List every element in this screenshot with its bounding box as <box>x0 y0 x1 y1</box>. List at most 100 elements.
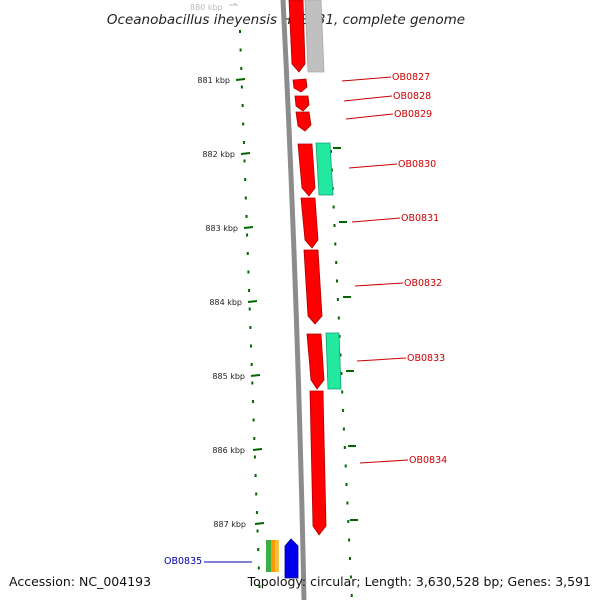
guide-dot <box>246 233 249 237</box>
ruler-label: 882 kbp <box>202 150 235 159</box>
guide-dot <box>342 409 345 412</box>
guide-dot <box>349 575 352 579</box>
guide-dot <box>334 242 337 246</box>
ruler-tick-883: 883 kbp <box>205 224 254 233</box>
guide-dot <box>342 427 345 431</box>
guide-dot <box>255 492 258 496</box>
gene-label[interactable]: OB0830 <box>398 159 436 170</box>
guide-dot <box>240 85 243 89</box>
guide-dot <box>252 418 255 422</box>
gene-OB0834[interactable] <box>309 390 327 536</box>
guide-dot <box>257 566 260 570</box>
gene-label[interactable]: OB0827 <box>392 72 430 83</box>
guide-dot <box>249 326 252 329</box>
guide-dot <box>333 224 336 227</box>
guide-dot <box>332 205 335 209</box>
topology-text: Topology: circular; Length: 3,630,528 bp… <box>247 574 591 589</box>
leader-OB0829 <box>345 113 394 120</box>
guide-dot <box>241 104 244 107</box>
gene-label[interactable]: OB0834 <box>409 455 447 466</box>
guide-dot <box>256 529 259 533</box>
gene-OB0831[interactable] <box>300 197 319 249</box>
gene-OB0835-blue[interactable] <box>284 538 299 579</box>
guide-dot <box>257 548 260 551</box>
gene-OB0829[interactable] <box>295 111 312 132</box>
leader-OB0833 <box>356 357 407 362</box>
guide-dot <box>336 298 339 301</box>
guide-dot <box>335 261 338 264</box>
ruler-label: 886 kbp <box>212 446 245 455</box>
gene-label[interactable]: OB0832 <box>404 278 442 289</box>
guide-dot <box>255 511 258 514</box>
leader-OB0832 <box>354 282 404 287</box>
gene-yellow-small[interactable] <box>275 540 279 572</box>
guide-dot <box>348 538 351 542</box>
guide-dot <box>246 252 249 255</box>
gene-label[interactable]: OB0831 <box>401 213 439 224</box>
ruler-tick-884: 884 kbp <box>209 298 258 307</box>
accession-text: Accession: NC_004193 <box>9 574 151 589</box>
gene-OB0827[interactable] <box>292 78 308 93</box>
guide-dot <box>330 150 332 153</box>
guide-dot <box>349 557 351 560</box>
guide-dot <box>258 585 261 588</box>
genes <box>266 0 342 579</box>
guide-dot <box>239 30 241 33</box>
gene-OB0828[interactable] <box>294 95 310 112</box>
ruler-label: 883 kbp <box>205 224 238 233</box>
guide-dot <box>239 48 242 52</box>
gene-label[interactable]: OB0833 <box>407 353 445 364</box>
guide-dot <box>252 400 254 403</box>
gene-labels: OB0827 OB0828 OB0829 OB0830 OB0831 OB083… <box>164 72 447 567</box>
gene-label[interactable]: OB0829 <box>394 109 432 120</box>
guide-dot <box>242 122 245 126</box>
gene-orange-small[interactable] <box>271 540 275 572</box>
ruler-tick-882: 882 kbp <box>202 150 251 159</box>
leader-OB0831 <box>351 217 401 223</box>
leader-OB0830 <box>348 163 398 169</box>
guide-dot <box>338 335 341 338</box>
gene-OB0827-prev[interactable] <box>288 0 306 73</box>
genome-backbone <box>280 0 307 600</box>
gene-label[interactable]: OB0835 <box>164 556 202 567</box>
guide-dot <box>345 483 348 486</box>
guide-dot <box>251 381 254 385</box>
ruler-tick-881: 881 kbp <box>197 76 246 85</box>
guide-dot <box>250 363 253 366</box>
ruler-tick-886: 886 kbp <box>212 446 263 455</box>
gene-OB0833[interactable] <box>306 333 325 390</box>
gene-grey[interactable] <box>304 0 325 73</box>
guide-dot <box>254 474 257 477</box>
guide-dot <box>244 196 247 200</box>
ruler-tick-885: 885 kbp <box>212 372 261 381</box>
leader-OB0827 <box>341 76 392 82</box>
gene-green-small[interactable] <box>266 540 271 572</box>
guide-dot <box>337 316 340 320</box>
guide-dot <box>240 67 243 70</box>
gene-OB0833-rna[interactable] <box>325 332 342 390</box>
ruler-label: 885 kbp <box>212 372 245 381</box>
guide-dot <box>248 307 251 311</box>
guide-dot <box>244 178 247 181</box>
ruler-label: 884 kbp <box>209 298 242 307</box>
ruler-label: 887 kbp <box>213 520 246 529</box>
guide-dot <box>336 279 338 283</box>
guide-dot <box>242 141 245 144</box>
guide-dot <box>347 520 350 523</box>
leader-lines <box>204 76 409 563</box>
gene-OB0830[interactable] <box>297 143 316 197</box>
guide-dot <box>339 353 342 357</box>
gene-label[interactable]: OB0828 <box>393 91 431 102</box>
guide-dot <box>253 437 256 440</box>
guide-dot <box>344 464 347 468</box>
gene-OB0830-rna[interactable] <box>315 142 334 196</box>
faded-arrow-icon <box>229 2 239 6</box>
guide-dot <box>346 501 349 505</box>
gene-OB0832[interactable] <box>303 249 323 325</box>
leader-OB0834 <box>359 459 409 464</box>
ruler-label: 881 kbp <box>197 76 230 85</box>
leader-OB0828 <box>343 95 393 102</box>
guide-dot <box>343 446 346 449</box>
guide-dot <box>350 594 353 597</box>
